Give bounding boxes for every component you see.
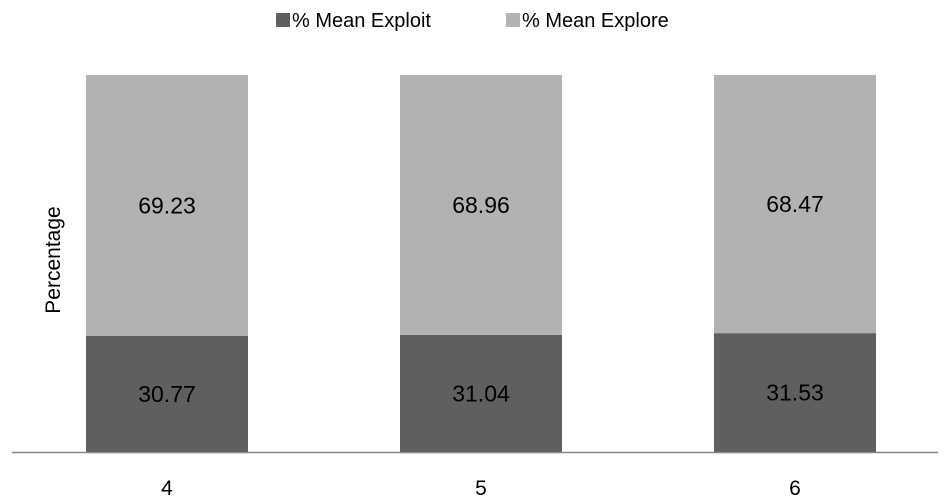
bar-explore-5 [400,75,562,335]
bar-exploit-5 [400,334,562,452]
legend-swatch-explore [506,13,520,27]
x-tick-label-4: 4 [161,477,173,500]
legend-label-exploit: % Mean Exploit [292,10,431,32]
data-label-exploit-4: 30.77 [138,381,196,407]
bar-explore-4 [86,75,248,336]
x-tick-label-5: 5 [475,477,487,500]
y-axis-title: Percentage [42,206,65,313]
data-label-explore-4: 69.23 [138,192,196,218]
bar-explore-6 [714,75,876,334]
x-tick-label-6: 6 [789,477,801,500]
data-label-exploit-6: 31.53 [766,380,824,406]
data-label-explore-5: 68.96 [452,192,510,218]
bar-exploit-4 [86,335,248,452]
data-label-exploit-5: 31.04 [452,380,510,406]
x-tick-labels: 4 5 6 [161,477,801,500]
bars-group: 30.77 69.23 31.04 68.96 31.53 68.47 [86,75,876,452]
legend-label-explore: % Mean Explore [522,10,669,32]
legend: % Mean Exploit % Mean Explore [276,10,669,32]
bar-exploit-6 [714,333,876,452]
data-label-explore-6: 68.47 [766,191,824,217]
legend-swatch-exploit [276,13,290,27]
